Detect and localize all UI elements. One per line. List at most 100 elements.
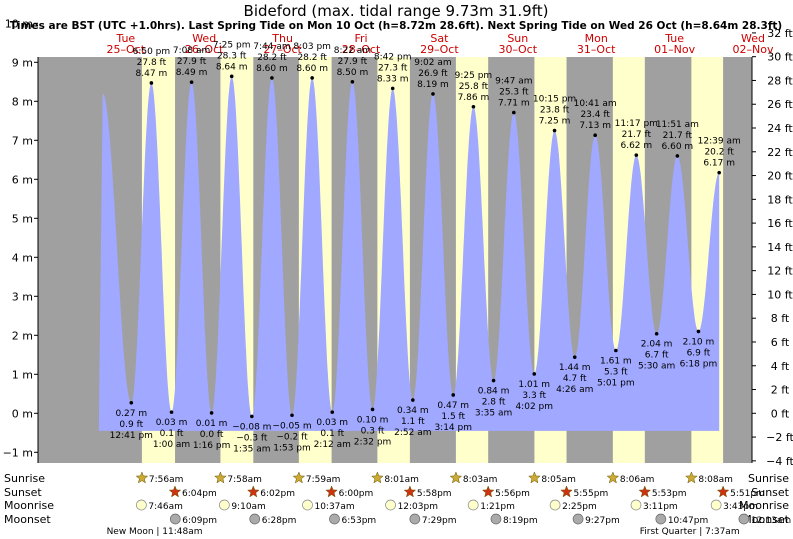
low-tide-feet: 1.1 ft [401, 417, 425, 427]
y-tick-label-right: 2 ft [771, 384, 790, 397]
low-tide-time: 5:01 pm [597, 379, 635, 389]
sunset-row-label-right: Sunset [751, 486, 789, 499]
high-tide-time: 8:03 pm [293, 42, 331, 52]
y-tick-label-right: 14 ft [767, 241, 793, 254]
low-tide-feet: 0.1 ft [320, 429, 344, 439]
day-date: 25–Oct [107, 43, 146, 56]
sunset-time: 5:56pm [495, 489, 530, 499]
low-tide-meters: 1.01 m [518, 380, 550, 390]
sunset-icon [246, 485, 260, 498]
low-tide-time: 2:32 pm [354, 437, 392, 447]
moonrise-icon [218, 499, 230, 511]
low-tide-meters: −0.05 m [272, 421, 311, 431]
high-tide-meters: 8.60 m [296, 64, 328, 74]
moonset-time: 6:53pm [341, 516, 376, 526]
low-tide-time: 2:52 am [394, 428, 431, 438]
moonrise-time: 9:10am [231, 502, 265, 512]
low-tide-feet: −0.3 ft [236, 433, 268, 443]
sunset-time: 5:58pm [417, 489, 452, 499]
sunrise-icon [449, 471, 463, 484]
low-tide-meters: 0.03 m [156, 418, 188, 428]
low-tide-point [696, 329, 701, 334]
day-date: 02–Nov [733, 43, 774, 56]
y-tick-label: 3 m [12, 290, 33, 303]
high-tide-feet: 25.8 ft [459, 82, 489, 92]
high-tide-feet: 26.9 ft [418, 69, 448, 79]
sunset-time: 6:02pm [260, 489, 295, 499]
low-tide-time: 4:26 am [556, 385, 593, 395]
moonset-time: 6:28pm [262, 516, 297, 526]
low-tide-feet: 5.3 ft [604, 368, 628, 378]
moon-phase-label: First Quarter | 7:37am [640, 527, 740, 537]
day-name: Tue [115, 32, 135, 45]
y-tick-label-right: −2 ft [766, 431, 793, 444]
moonrise-time: 3:43pm [723, 502, 758, 512]
day-name: Mon [585, 32, 608, 45]
moonset-icon [409, 513, 421, 525]
day-name: Sat [430, 32, 449, 45]
low-tide-time: 1:53 pm [273, 443, 311, 453]
sunset-icon [481, 485, 495, 498]
high-tide-point [634, 153, 639, 157]
high-tide-feet: 27.8 ft [137, 58, 167, 68]
low-tide-meters: 2.10 m [683, 337, 715, 347]
chart-subtitle: Times are BST (UTC +1.0hrs). Last Spring… [10, 20, 782, 32]
day-date: 27–Oct [263, 43, 302, 56]
y-tick-label-right: 30 ft [767, 51, 793, 64]
moonset-icon [572, 513, 584, 525]
low-tide-meters: 0.47 m [437, 401, 469, 411]
day-date: 30–Oct [499, 43, 538, 56]
high-tide-time: 10:41 am [574, 99, 617, 109]
low-tide-meters: 0.10 m [357, 415, 389, 425]
high-tide-point [512, 110, 516, 115]
high-tide-point [552, 128, 557, 133]
day-name: Tue [664, 32, 684, 45]
low-tide-time: 4:02 pm [515, 402, 553, 412]
y-tick-label-right: −4 ft [766, 455, 793, 468]
high-tide-point [717, 170, 721, 175]
y-tick-label: 6 m [12, 173, 33, 186]
sunset-icon [560, 485, 573, 498]
high-tide-time: 12:39 am [698, 137, 741, 147]
low-tide-point [250, 414, 254, 419]
y-tick-label-right: 0 ft [771, 407, 790, 420]
y-tick-label-right: 26 ft [767, 98, 793, 111]
moonset-time: 7:29pm [422, 516, 457, 526]
moonrise-icon [385, 499, 396, 511]
high-tide-meters: 8.19 m [417, 80, 449, 90]
sunrise-time: 8:03am [463, 475, 498, 485]
moonrise-icon [302, 499, 313, 511]
sunrise-icon [606, 471, 620, 484]
low-tide-point [129, 400, 134, 405]
high-tide-meters: 8.49 m [176, 68, 208, 78]
low-tide-meters: 0.84 m [478, 387, 510, 397]
moon-phase-label: New Moon | 11:48am [107, 527, 203, 537]
sunrise-time: 8:06am [620, 475, 655, 485]
sunset-row-label-left: Sunset [4, 486, 42, 499]
sunrise-icon [685, 471, 698, 484]
low-tide-feet: 0.3 ft [361, 426, 385, 436]
day-headers: Tue25–OctWed26–OctThu27–OctFri28–OctSat2… [107, 32, 774, 56]
y-tick-label: 8 m [12, 95, 33, 108]
low-tide-feet: 6.9 ft [687, 348, 711, 358]
low-tide-feet: 0.0 ft [200, 430, 224, 440]
high-tide-point [350, 80, 355, 84]
moonrise-time: 1:21pm [480, 502, 515, 512]
sunset-time: 5:55pm [574, 489, 609, 499]
y-tick-label: 9 m [12, 56, 33, 69]
low-tide-meters: 1.61 m [600, 357, 632, 367]
low-tide-time: 3:14 pm [434, 423, 472, 433]
y-tick-label: 7 m [12, 134, 33, 147]
sunrise-icon [214, 471, 227, 484]
high-tide-feet: 27.9 ft [177, 57, 207, 67]
low-tide-feet: 6.7 ft [645, 351, 669, 361]
high-tide-feet: 28.2 ft [257, 53, 287, 63]
moonset-icon [249, 513, 261, 525]
high-tide-point [270, 76, 274, 80]
high-tide-meters: 7.25 m [539, 117, 571, 127]
high-tide-time: 9:02 am [414, 58, 451, 68]
y-tick-label: 2 m [12, 329, 33, 342]
moonset-icon [169, 513, 181, 525]
low-tide-point [169, 410, 174, 414]
